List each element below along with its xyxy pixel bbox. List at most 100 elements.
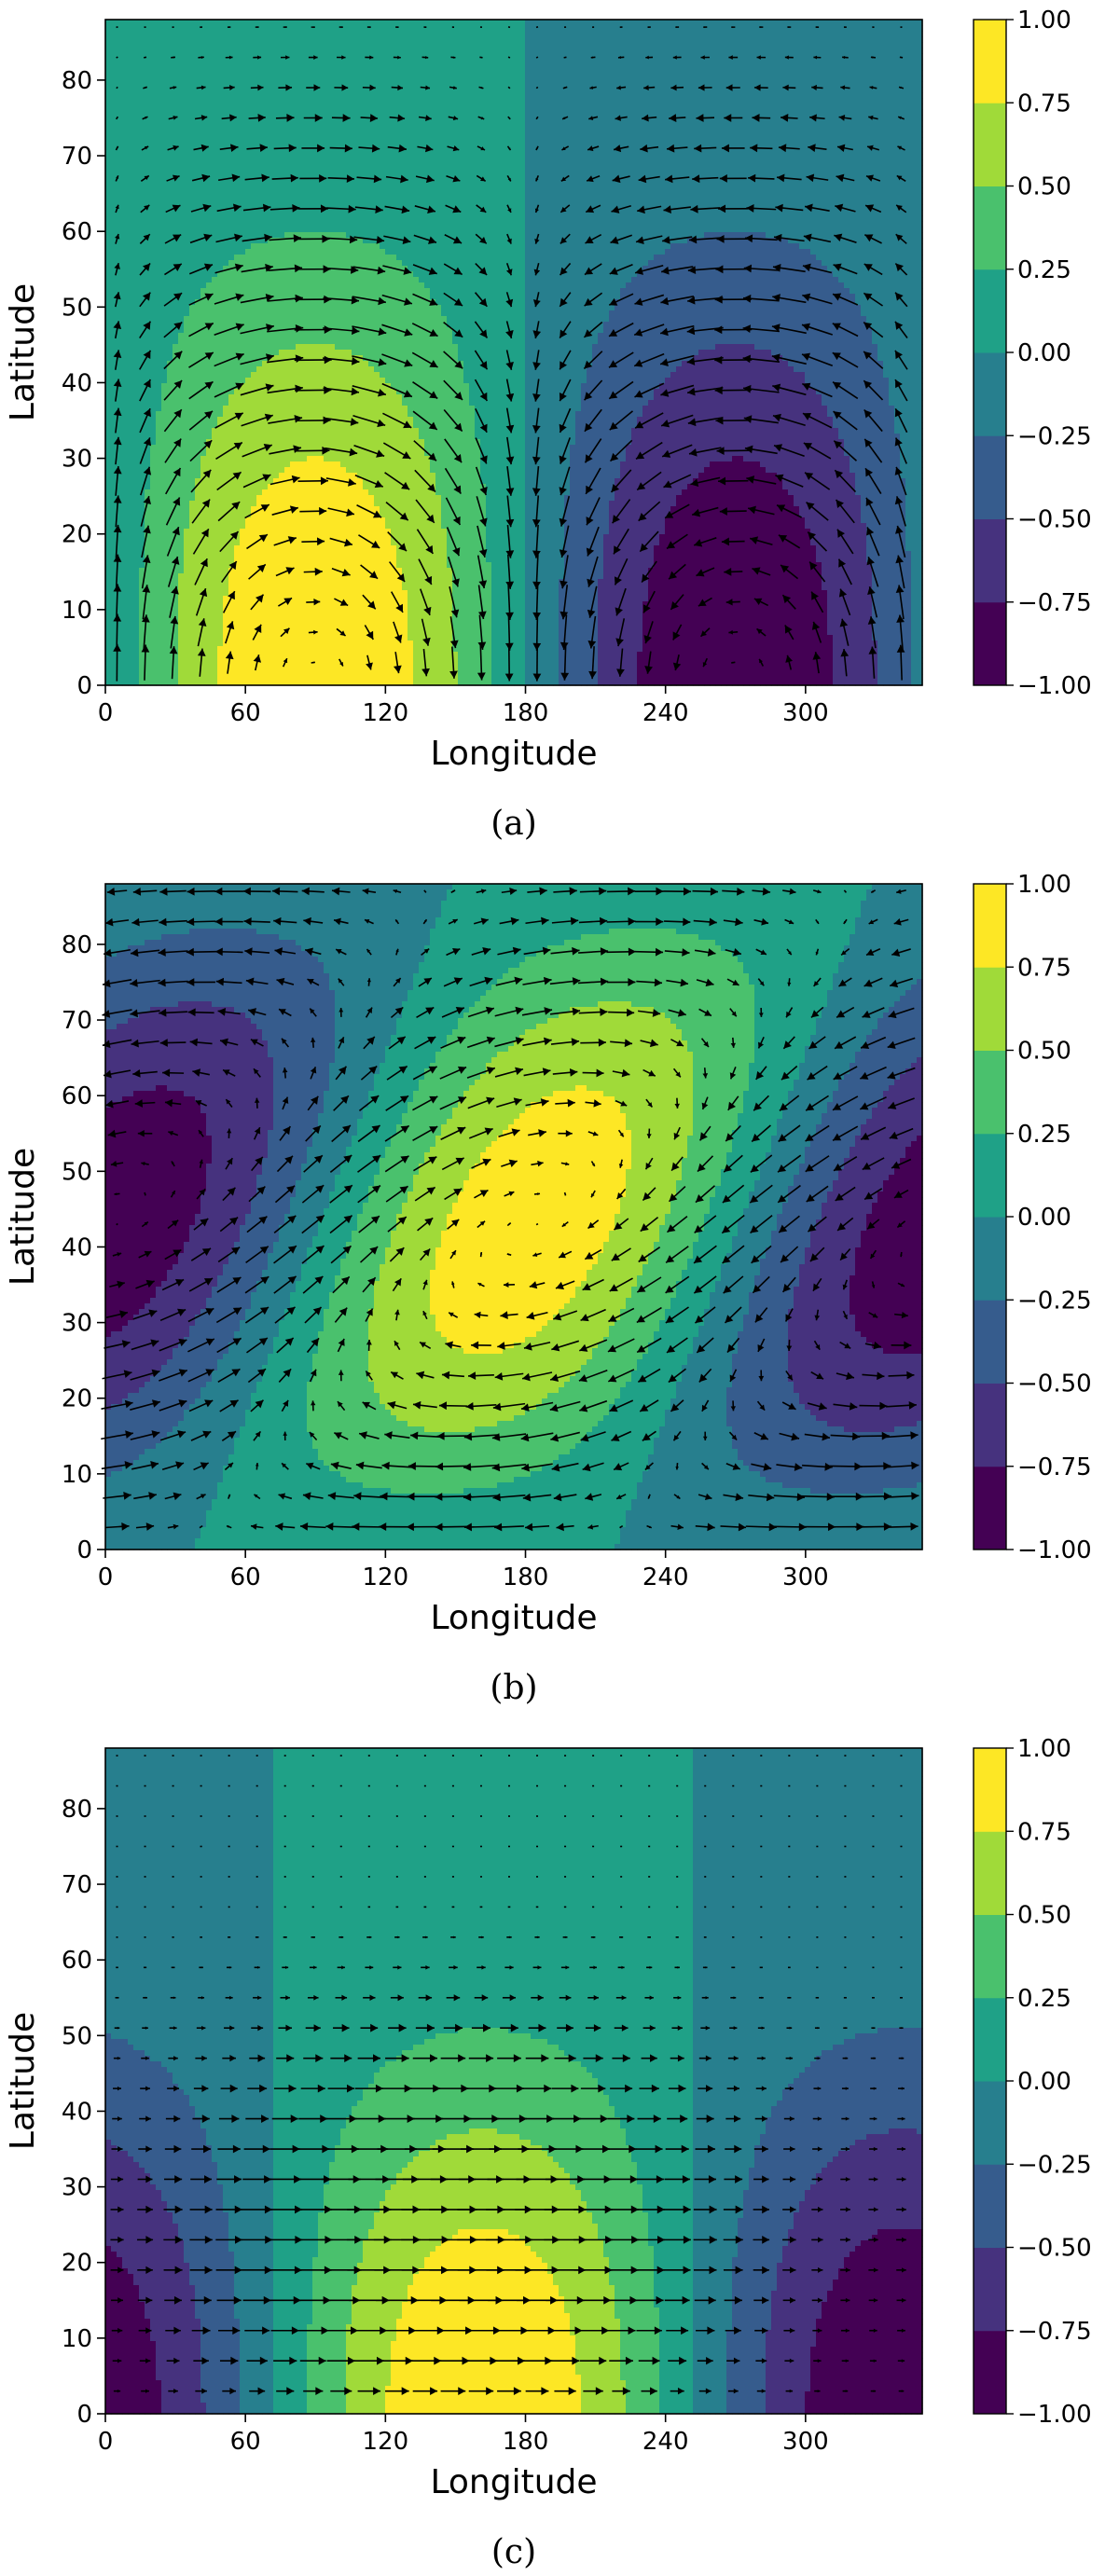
contour-field <box>105 1748 923 2415</box>
colorbar: −1.00 −0.75 −0.50 −0.25 0.00 0.25 0.50 0.75 1.00 <box>974 871 1092 1564</box>
colorbar-tick-label: −0.50 <box>1017 1371 1092 1398</box>
y-tick-label: 60 <box>62 1082 92 1110</box>
colorbar: −1.00−0.75−0.50−0.250.000.250.500.751.00 <box>974 7 1092 700</box>
y-tick-label: 0 <box>76 2401 92 2429</box>
colorbar-segment <box>974 269 1006 353</box>
y-tick-label: 20 <box>62 2250 92 2278</box>
y-axis-label: Latitude <box>4 283 42 421</box>
y-tick-label: 40 <box>62 1233 92 1261</box>
x-tick-label: 0 <box>98 699 114 727</box>
x-tick-label: 120 <box>363 699 409 727</box>
x-tick-label: 180 <box>503 1564 549 1591</box>
x-tick-label: 180 <box>503 699 549 727</box>
colorbar-tick-label: 0.50 <box>1017 1902 1071 1930</box>
colorbar-segment <box>974 103 1006 186</box>
y-tick-label: 20 <box>62 521 92 549</box>
colorbar-tick-label: 0.00 <box>1017 2068 1071 2096</box>
y-tick-label: 30 <box>62 2174 92 2202</box>
x-tick-label: 240 <box>642 1564 689 1591</box>
y-tick-label: 0 <box>76 1536 92 1564</box>
colorbar-tick-label: −0.25 <box>1017 422 1092 450</box>
colorbar-segment <box>974 884 1006 968</box>
colorbar-segment <box>974 2248 1006 2332</box>
colorbar-tick-label: −0.75 <box>1017 2318 1092 2346</box>
x-tick-label: 300 <box>782 2428 829 2456</box>
colorbar-tick-label: −1.00 <box>1017 1536 1092 1564</box>
colorbar-tick-label: −1.00 <box>1017 2401 1092 2429</box>
y-tick-label: 70 <box>62 143 92 171</box>
x-tick-label: 240 <box>642 2428 689 2456</box>
colorbar-tick-label: −0.50 <box>1017 506 1092 534</box>
y-tick-label: 60 <box>62 1947 92 1975</box>
colorbar-tick-label: 0.25 <box>1017 1121 1071 1149</box>
colorbar-tick-label: 0.25 <box>1017 256 1071 284</box>
x-axis-label: Longitude <box>430 1599 597 1637</box>
colorbar-tick-label: 0.50 <box>1017 173 1071 201</box>
colorbar-tick-label: 1.00 <box>1017 871 1071 899</box>
colorbar-segment <box>974 352 1006 436</box>
y-tick-label: 40 <box>62 369 92 397</box>
x-tick-label: 180 <box>503 2428 549 2456</box>
x-tick-label: 120 <box>363 1564 409 1591</box>
y-tick-label: 50 <box>62 1158 92 1186</box>
colorbar-segment <box>974 1467 1006 1550</box>
panel-caption: (a) <box>490 805 537 843</box>
colorbar-tick-label: −0.25 <box>1017 1287 1092 1315</box>
y-tick-label: 80 <box>62 67 92 95</box>
colorbar-tick-label: 1.00 <box>1017 1735 1071 1763</box>
y-tick-label: 80 <box>62 1796 92 1824</box>
x-tick-label: 300 <box>782 699 829 727</box>
colorbar: −1.00 −0.75 −0.50 −0.25 0.00 0.25 0.50 0.75 1.00 <box>974 1735 1092 2429</box>
colorbar-tick-label: −0.75 <box>1017 1453 1092 1481</box>
colorbar-segment <box>974 967 1006 1051</box>
x-tick-label: 60 <box>230 699 261 727</box>
colorbar-segment <box>974 519 1006 603</box>
colorbar-segment <box>974 1915 1006 1999</box>
x-tick-label: 60 <box>230 2428 261 2456</box>
colorbar-tick-label: −0.50 <box>1017 2235 1092 2263</box>
y-tick-label: 50 <box>62 2022 92 2050</box>
y-axis-label: Latitude <box>4 2012 42 2150</box>
colorbar-tick-label: −1.00 <box>1017 672 1092 700</box>
colorbar-segment <box>974 2081 1006 2165</box>
x-tick-label: 0 <box>98 2428 114 2456</box>
colorbar-tick-label: 0.75 <box>1017 90 1071 117</box>
y-tick-label: 60 <box>62 218 92 246</box>
y-axis-label: Latitude <box>4 1148 42 1286</box>
colorbar-tick-label: −0.25 <box>1017 2151 1092 2179</box>
colorbar-tick-label: 0.00 <box>1017 339 1071 367</box>
x-tick-label: 60 <box>230 1564 261 1591</box>
y-tick-label: 20 <box>62 1385 92 1413</box>
panel-3: 0 60 120 180 240 30001020304050607080Longitud… <box>4 1735 1092 2571</box>
panel-1: 0 60 120 180 240 30001020304050607080Longitud… <box>4 7 1092 843</box>
x-tick-label: 300 <box>782 1564 829 1591</box>
panel-2: 0 60 120 180 240 30001020304050607080Longitud… <box>4 871 1092 1707</box>
x-tick-label: 240 <box>642 699 689 727</box>
y-tick-label: 70 <box>62 1007 92 1035</box>
colorbar-segment <box>974 20 1006 103</box>
colorbar-segment <box>974 602 1006 686</box>
colorbar-segment <box>974 1051 1006 1135</box>
colorbar-segment <box>974 2164 1006 2248</box>
contour-field <box>105 20 923 686</box>
colorbar-segment <box>974 1134 1006 1218</box>
y-tick-label: 50 <box>62 294 92 322</box>
colorbar-tick-label: 0.25 <box>1017 1985 1071 2013</box>
y-tick-label: 80 <box>62 931 92 959</box>
x-tick-label: 120 <box>363 2428 409 2456</box>
y-tick-label: 10 <box>62 1461 92 1489</box>
y-tick-label: 30 <box>62 1310 92 1338</box>
x-axis-label: Longitude <box>430 735 597 773</box>
y-tick-label: 70 <box>62 1871 92 1899</box>
y-tick-label: 0 <box>76 672 92 700</box>
y-tick-label: 10 <box>62 597 92 625</box>
colorbar-tick-label: 1.00 <box>1017 7 1071 34</box>
colorbar-tick-label: 0.00 <box>1017 1204 1071 1232</box>
colorbar-tick-label: 0.50 <box>1017 1038 1071 1066</box>
colorbar-segment <box>974 1384 1006 1467</box>
y-tick-label: 10 <box>62 2325 92 2353</box>
colorbar-tick-label: 0.75 <box>1017 1818 1071 1846</box>
colorbar-tick-label: 0.75 <box>1017 954 1071 982</box>
colorbar-segment <box>974 1300 1006 1384</box>
